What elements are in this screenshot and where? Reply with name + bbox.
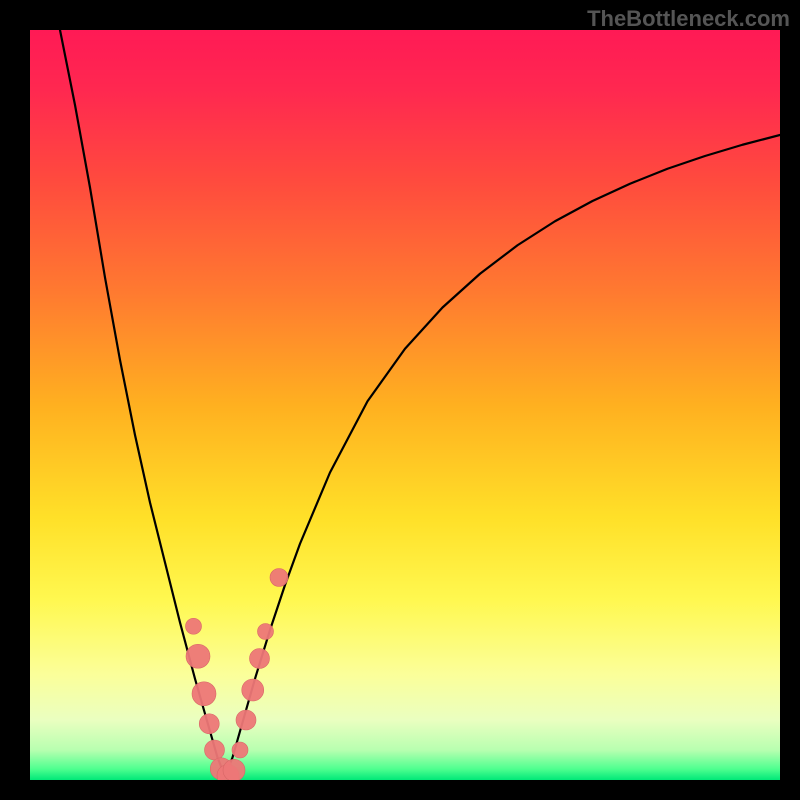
data-marker [199, 714, 219, 734]
chart-svg [0, 0, 800, 800]
data-marker [242, 679, 264, 701]
data-marker [270, 569, 288, 587]
data-marker [223, 759, 245, 781]
data-marker [186, 644, 210, 668]
data-marker [192, 682, 216, 706]
bottleneck-chart: TheBottleneck.com [0, 0, 800, 800]
plot-background [30, 30, 780, 780]
data-marker [250, 649, 270, 669]
data-marker [205, 740, 225, 760]
data-marker [258, 624, 274, 640]
watermark-text: TheBottleneck.com [587, 6, 790, 32]
data-marker [236, 710, 256, 730]
data-marker [186, 618, 202, 634]
data-marker [232, 742, 248, 758]
